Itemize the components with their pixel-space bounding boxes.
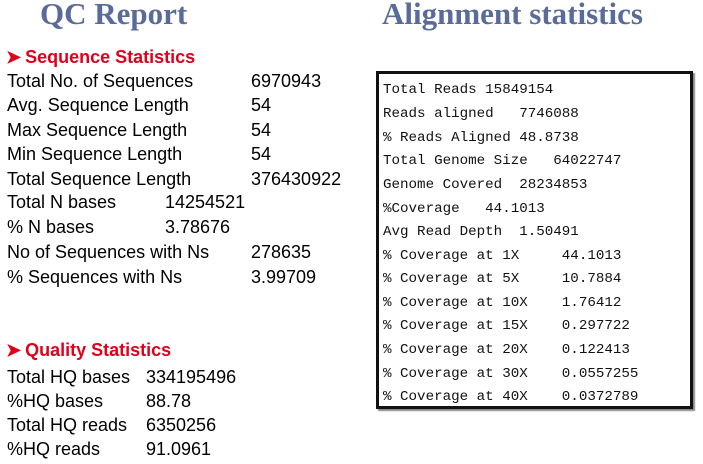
alignment-statistics-title: Alignment statistics	[382, 0, 643, 31]
alignment-line: % Reads Aligned 48.8738	[383, 130, 579, 146]
seq-row-label: No of Sequences with Ns	[7, 242, 210, 262]
seq-row-pct-n-bases: % N bases 3.78676	[7, 216, 230, 238]
quality-row-label: %HQ reads	[7, 439, 101, 459]
alignment-line: Total Reads 15849154	[383, 82, 554, 98]
seq-row-label: Min Sequence Length	[7, 144, 183, 164]
qc-report-title: QC Report	[40, 0, 188, 31]
seq-row-avg-length: Avg. Sequence Length 54	[7, 94, 271, 116]
seq-row-sequences-with-ns: No of Sequences with Ns 278635	[7, 241, 311, 263]
alignment-line: % Coverage at 10X 1.76412	[383, 295, 622, 311]
quality-row-value: 88.78	[146, 391, 192, 411]
alignment-line: Avg Read Depth 1.50491	[383, 224, 579, 240]
seq-row-value: 3.99709	[251, 267, 317, 287]
alignment-line: % Coverage at 5X 10.7884	[383, 271, 622, 287]
quality-statistics-heading: ➤ Quality Statistics	[6, 340, 171, 361]
seq-row-value: 6970943	[251, 71, 322, 91]
quality-row-value: 334195496	[146, 367, 237, 387]
sequence-statistics-label: Sequence Statistics	[25, 47, 196, 67]
alignment-line: % Coverage at 30X 0.0557255	[383, 366, 639, 382]
seq-row-total-length: Total Sequence Length 376430922	[7, 168, 341, 190]
alignment-line: Genome Covered 28234853	[383, 177, 588, 193]
alignment-line: %Coverage 44.1013	[383, 201, 545, 217]
quality-statistics-label: Quality Statistics	[25, 340, 172, 360]
seq-row-value: 14254521	[165, 192, 246, 212]
seq-row-value: 3.78676	[165, 217, 231, 237]
seq-row-value: 376430922	[251, 169, 342, 189]
seq-row-value: 54	[251, 95, 272, 115]
seq-row-label: Total N bases	[7, 192, 117, 212]
quality-row-label: Total HQ reads	[7, 415, 128, 435]
alignment-line: Reads aligned 7746088	[383, 106, 579, 122]
quality-row-pct-hq-reads: %HQ reads 91.0961	[7, 438, 211, 460]
quality-row-label: Total HQ bases	[7, 367, 131, 387]
arrow-bullet-icon: ➤	[6, 47, 22, 67]
seq-row-min-length: Min Sequence Length 54	[7, 143, 271, 165]
alignment-line: % Coverage at 20X 0.122413	[383, 342, 630, 358]
seq-row-label: Avg. Sequence Length	[7, 95, 189, 115]
quality-row-total-hq-reads: Total HQ reads 6350256	[7, 414, 216, 436]
arrow-bullet-icon: ➤	[6, 340, 22, 360]
sequence-statistics-heading: ➤ Sequence Statistics	[6, 47, 195, 68]
seq-row-label: % N bases	[7, 217, 95, 237]
seq-row-pct-sequences-with-ns: % Sequences with Ns 3.99709	[7, 266, 316, 288]
seq-row-label: Max Sequence Length	[7, 120, 188, 140]
seq-row-label: % Sequences with Ns	[7, 267, 183, 287]
seq-row-max-length: Max Sequence Length 54	[7, 119, 271, 141]
alignment-line: % Coverage at 40X 0.0372789	[383, 389, 639, 405]
seq-row-value: 54	[251, 144, 272, 164]
seq-row-label: Total No. of Sequences	[7, 71, 194, 91]
seq-row-value: 54	[251, 120, 272, 140]
seq-row-total-n-bases: Total N bases 14254521	[7, 191, 245, 213]
seq-row-value: 278635	[251, 242, 312, 262]
quality-row-value: 6350256	[146, 415, 217, 435]
quality-row-pct-hq-bases: %HQ bases 88.78	[7, 390, 191, 412]
alignment-line: % Coverage at 15X 0.297722	[383, 318, 630, 334]
seq-row-total-sequences: Total No. of Sequences 6970943	[7, 70, 321, 92]
alignment-stats-box: Total Reads 15849154 Reads aligned 77460…	[376, 71, 693, 409]
alignment-line: Total Genome Size 64022747	[383, 153, 622, 169]
quality-row-label: %HQ bases	[7, 391, 104, 411]
alignment-line: % Coverage at 1X 44.1013	[383, 248, 622, 264]
quality-row-value: 91.0961	[146, 439, 212, 459]
seq-row-label: Total Sequence Length	[7, 169, 192, 189]
quality-row-total-hq-bases: Total HQ bases 334195496	[7, 366, 236, 388]
